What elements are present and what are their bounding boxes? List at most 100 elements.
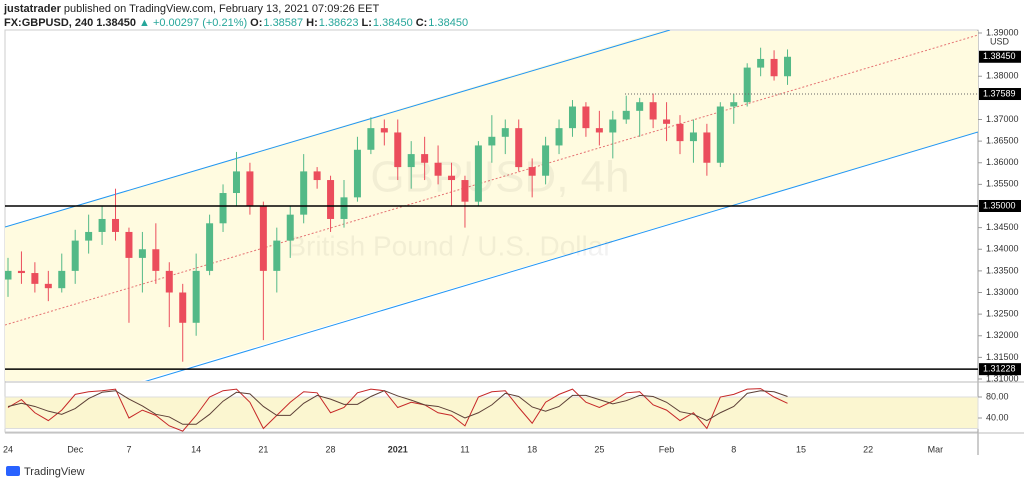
candle-body [179,292,187,323]
candles [5,47,792,362]
ohlc: O:1.38587 H:1.38623 L:1.38450 C:1.38450 [250,17,471,29]
band [4,396,979,429]
candle-body [461,180,469,202]
y-tick-label: 1.31000 [986,373,1019,383]
candle-body [622,110,630,120]
candle-body [676,123,684,142]
x-tick-label: 11 [460,444,469,454]
logo: TradingView [6,466,85,478]
last: 1.38450 [96,17,137,29]
x-tick-label: Dec [67,444,84,454]
candle-body [474,145,482,202]
candle-body [555,128,563,146]
x-tick-label: 28 [326,444,336,454]
x-tick-label: Feb [659,444,675,454]
x-tick-label: 24 [3,444,13,454]
candle-body [757,58,765,68]
ohlc-key: O: [250,17,263,29]
published: published on TradingView.com, February 1… [63,3,380,15]
candle-body [112,218,120,232]
price-label: 1.38450 [983,51,1016,61]
y-tick-label: 1.31500 [986,352,1019,362]
author: justatrader [4,3,61,15]
candle-body [98,218,106,232]
candle-body [138,249,146,258]
candle-body [125,231,133,258]
y-tick-label: 1.34500 [986,222,1019,232]
x-tick-label: 15 [796,444,806,454]
currency: USD [990,36,1010,46]
oscillator-line [7,390,788,425]
candle-body [716,106,724,163]
candle-body [259,205,267,271]
candle-body [636,102,644,111]
candle-body [448,175,456,181]
x-tick-label: 18 [527,444,537,454]
ohlc-value: 1.38587 [263,17,304,29]
price-label: 1.31228 [983,364,1016,374]
price-label-box [979,50,1021,63]
candle-body [192,270,200,323]
channel-lower [144,131,978,381]
y-tick-label: 1.36000 [986,157,1019,167]
candle-body [206,223,214,271]
x-tick-label: 7 [126,444,131,454]
y-tick-label: 1.36500 [986,135,1019,145]
candle-body [165,270,173,293]
y-tick-label: 1.38000 [986,71,1019,81]
x-tick-label: 25 [594,444,604,454]
candle-body [5,270,12,280]
candle-body [434,162,442,176]
candle-body [501,128,509,137]
candle-body [582,106,590,129]
candle-body [568,106,576,129]
candle-body [609,119,617,133]
candle-body [770,58,778,77]
candle-body [85,231,93,241]
logo-text: TradingView [24,466,85,478]
ohlc-value: 1.38450 [372,17,413,29]
candle-body [407,154,415,168]
candle-body [421,154,429,163]
price-label-box [979,363,1021,376]
publish-line: justatrader published on TradingView.com,… [4,2,474,16]
candle-body [367,128,375,150]
ohlc-key: C: [415,17,428,29]
candle-body [515,128,523,168]
ohlc-key: H: [306,17,318,29]
ohlc-value: 1.38623 [318,17,359,29]
candle-body [730,102,738,107]
y-tick-label: 1.35500 [986,179,1019,189]
candle-body [689,132,697,142]
x-tick-label: 2021 [388,444,408,454]
y-tick-label: 1.39000 [986,27,1019,37]
y-tick-label: 1.32000 [986,330,1019,340]
candle-body [353,149,361,198]
candle-body [528,167,536,176]
y-tick-label: 1.33000 [986,287,1019,297]
y-tick-label: 1.32500 [986,309,1019,319]
price-label-box [979,88,1021,101]
candle-body [71,240,79,271]
candle-body [300,171,308,215]
change: ▲ +0.00297 (+0.21%) [139,17,248,29]
candle-body [542,145,550,176]
price-label: 1.37589 [983,88,1016,98]
candle-body [595,128,603,133]
candle-body [784,56,792,77]
x-tick-label: Mar [928,444,944,454]
candle-body [58,270,66,289]
ohlc-key: L: [361,17,372,29]
y-tick-label: 40.00 [986,412,1009,422]
oscillator-line [7,388,788,432]
oscillator [7,388,788,432]
y-tick-label: 1.33500 [986,265,1019,275]
x-tick-label: 14 [191,444,201,454]
price-label: 1.35000 [983,200,1016,210]
candle-body [649,102,657,120]
watermark: British Pound / U.S. Dollar [287,230,612,261]
x-tick-label: 21 [258,444,268,454]
y-tick-label: 1.37000 [986,114,1019,124]
symbol-line: FX:GBPUSD, 240 1.38450 ▲ +0.00297 (+0.21%)… [4,16,474,30]
